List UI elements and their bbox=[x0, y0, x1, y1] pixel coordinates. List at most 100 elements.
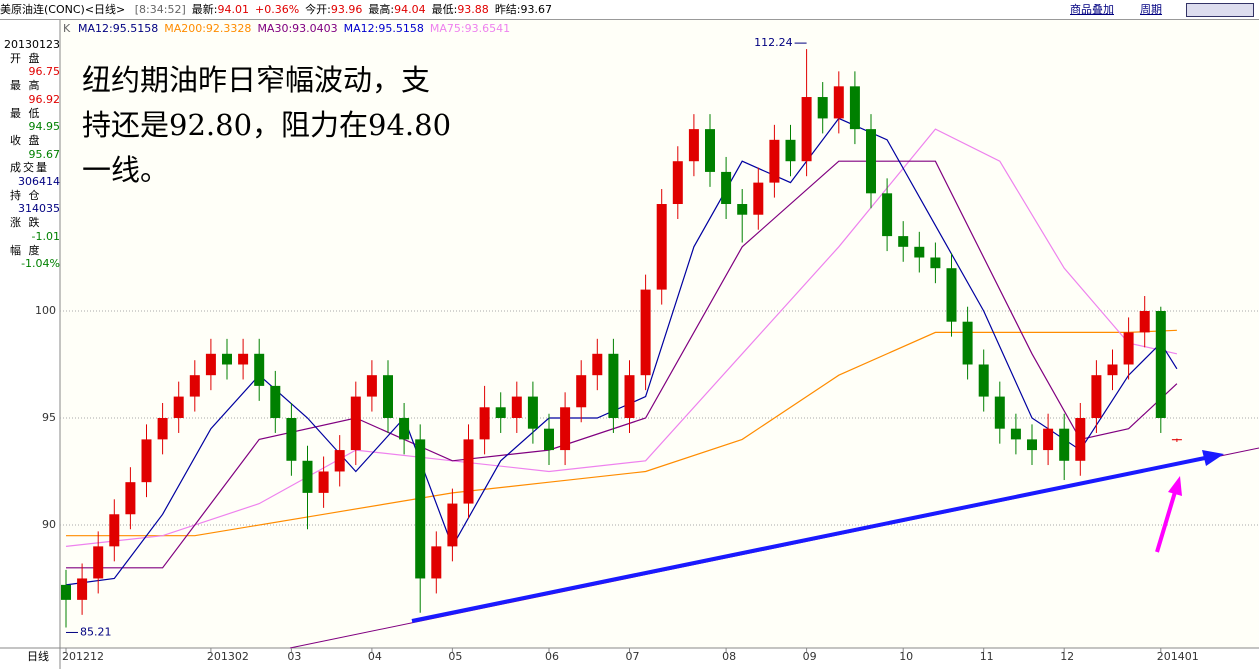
candle-body bbox=[527, 396, 538, 429]
overlay-button[interactable]: 商品叠加 bbox=[1070, 3, 1114, 16]
y-tick-label: 95 bbox=[42, 411, 56, 424]
x-tick-label: 201212 bbox=[62, 650, 104, 663]
panel-label: 开 盘 bbox=[10, 51, 42, 65]
candle-body bbox=[753, 182, 764, 215]
x-tick-label: 201401 bbox=[1157, 650, 1199, 663]
panel-value: 96.75 bbox=[28, 65, 61, 79]
candle-body bbox=[866, 129, 876, 194]
candle-body bbox=[109, 514, 120, 547]
nav-buttons[interactable] bbox=[1186, 3, 1254, 17]
candle-body bbox=[334, 450, 345, 472]
panel-label: 幅 度 bbox=[10, 243, 42, 257]
quote-label: 今开: bbox=[305, 3, 331, 16]
candle-body bbox=[721, 171, 732, 205]
candle-body bbox=[1107, 364, 1118, 376]
arrow-head bbox=[1168, 476, 1182, 496]
plot-bg bbox=[60, 20, 1259, 648]
legend-entry: MA75:93.6541 bbox=[430, 22, 510, 35]
candle-body bbox=[544, 428, 554, 451]
candle-body bbox=[817, 97, 828, 119]
candle-body bbox=[946, 268, 957, 322]
candle-body bbox=[61, 584, 71, 600]
pink-arrow bbox=[1155, 491, 1177, 553]
quote-label: 最新: bbox=[191, 3, 218, 16]
candle-body bbox=[785, 139, 796, 162]
y-tick-label: 90 bbox=[42, 518, 56, 531]
high-label: 112.24 bbox=[754, 36, 793, 49]
quote-value: 93.88 bbox=[457, 3, 489, 16]
low-label: 85.21 bbox=[80, 625, 112, 638]
candle-body bbox=[1139, 310, 1150, 333]
candle-body bbox=[350, 396, 361, 451]
annotation: 纽约期油昨日窄幅波动，支 持还是92.80，阻力在94.80 一线。 bbox=[82, 58, 451, 193]
candle-body bbox=[383, 375, 393, 418]
candle-body bbox=[399, 417, 410, 440]
annotation-line: 一线。 bbox=[82, 153, 170, 187]
panel-value: 94.95 bbox=[28, 120, 61, 134]
candle-body bbox=[994, 396, 1005, 429]
candle-body bbox=[978, 364, 989, 397]
panel-value: -1.04% bbox=[21, 257, 60, 271]
candle-body bbox=[769, 139, 780, 183]
quote-value: 94.04 bbox=[394, 3, 426, 16]
ma-line bbox=[65, 128, 1178, 547]
candle-body bbox=[672, 161, 683, 205]
candle-body bbox=[656, 204, 667, 290]
candle-body bbox=[608, 353, 619, 418]
ma-line bbox=[66, 329, 1177, 537]
legend-entry: MA12:95.5158 bbox=[78, 22, 158, 35]
quotes: [8:34:52] 最新:94.01 +0.36% 今开:93.96 最高:94.04 最… bbox=[135, 3, 558, 16]
candle-body bbox=[511, 396, 522, 418]
x-tick-label: 07 bbox=[626, 650, 640, 663]
panel-label: 最 低 bbox=[10, 106, 42, 120]
candle-body bbox=[624, 375, 635, 418]
candle-body bbox=[592, 353, 603, 376]
candle-body bbox=[205, 353, 216, 376]
x-tick-label: 10 bbox=[899, 650, 913, 663]
quote-change: +0.36% bbox=[254, 3, 300, 16]
candle-body bbox=[254, 353, 265, 386]
candle-body bbox=[238, 353, 249, 365]
candle-body bbox=[270, 385, 281, 418]
candle-body bbox=[495, 407, 506, 418]
legend-entry: MA12:95.5158 bbox=[344, 22, 424, 35]
candle-body bbox=[189, 375, 200, 397]
candle-body bbox=[737, 204, 748, 215]
candle-body bbox=[415, 439, 426, 579]
panel-date: 20130123 bbox=[4, 38, 60, 51]
candle-body bbox=[1123, 332, 1134, 365]
candle-body bbox=[705, 129, 715, 172]
plot: 112.24 85.21 bbox=[60, 36, 1259, 638]
arrow-head bbox=[1202, 450, 1224, 466]
candle-body bbox=[141, 439, 152, 483]
panel-label: 收 盘 bbox=[10, 133, 42, 147]
panel-value: -1.01 bbox=[31, 229, 60, 243]
candle-body bbox=[173, 396, 184, 418]
candle-body bbox=[560, 407, 571, 451]
candle-body bbox=[93, 546, 104, 579]
x-tick-label: 03 bbox=[287, 650, 301, 663]
time: [8:34:52] bbox=[134, 3, 186, 16]
candle-body bbox=[1010, 428, 1021, 440]
candle-body bbox=[1059, 428, 1070, 461]
candle-body bbox=[1075, 417, 1086, 461]
candle-body bbox=[914, 246, 925, 258]
candle-body bbox=[688, 129, 699, 162]
panel-label: 持 仓 bbox=[10, 188, 42, 202]
panel-value: 96.92 bbox=[28, 92, 61, 106]
candle-body bbox=[366, 375, 377, 397]
x-tick-label: 04 bbox=[368, 650, 382, 663]
annotation-line: 纽约期油昨日窄幅波动，支 bbox=[82, 63, 431, 97]
quote-label: 最低: bbox=[431, 3, 458, 16]
panel-label: 最 高 bbox=[10, 79, 42, 93]
legend-entry: MA200:92.3328 bbox=[164, 22, 251, 35]
quote-value: 94.01 bbox=[217, 3, 249, 16]
candle-body bbox=[77, 578, 88, 600]
candle-body bbox=[431, 546, 442, 579]
period-button[interactable]: 周期 bbox=[1140, 3, 1162, 16]
candle-body bbox=[640, 289, 651, 376]
candle-body bbox=[1155, 310, 1166, 418]
x-tick-label: 201302 bbox=[207, 650, 249, 663]
header-title: 美原油连(CONC)<日线> bbox=[0, 3, 126, 16]
annotation-line: 持还是92.80，阻力在94.80 bbox=[82, 108, 452, 142]
